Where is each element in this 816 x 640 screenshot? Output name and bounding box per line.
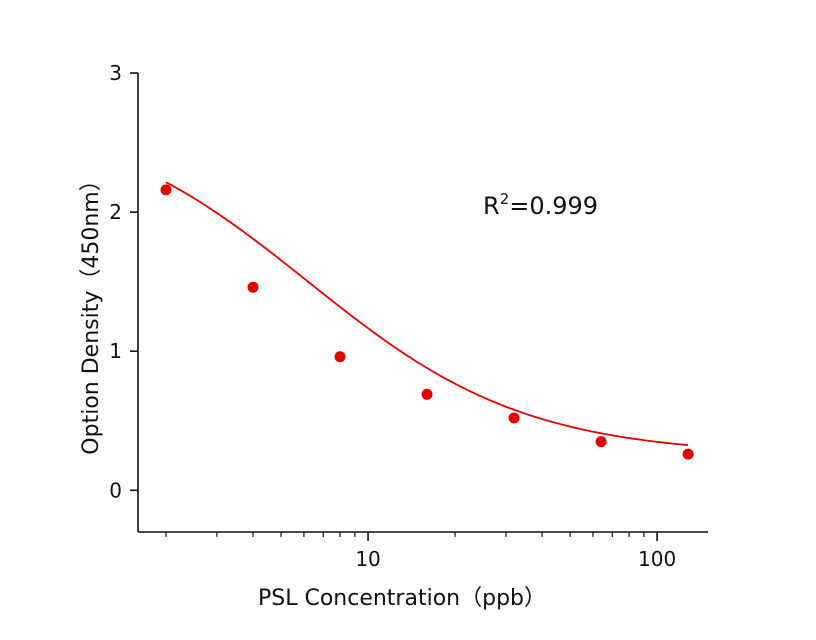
- y-tick-label: 2: [109, 200, 122, 224]
- fit-curve-line: [165, 181, 689, 447]
- r-squared-annotation: R2=0.999: [483, 190, 598, 220]
- data-points-group: [160, 184, 694, 460]
- y-tick-label: 1: [109, 339, 122, 363]
- data-point: [595, 436, 607, 448]
- data-point: [160, 184, 172, 196]
- data-point: [682, 448, 694, 460]
- data-point: [334, 351, 346, 363]
- data-point: [508, 412, 520, 424]
- y-tick-label: 0: [109, 478, 122, 502]
- data-point: [421, 388, 433, 400]
- x-axis-title: PSL Concentration（ppb）: [258, 586, 546, 611]
- axes: 0 1 2 3 10 100: [109, 61, 708, 571]
- x-tick-label: 10: [355, 547, 380, 571]
- x-tick-label: 100: [638, 547, 676, 571]
- fit-curve-group: [165, 181, 689, 447]
- data-point: [247, 281, 259, 293]
- y-axis-title: Option Density（450nm）: [79, 169, 104, 454]
- y-tick-label: 3: [109, 61, 122, 85]
